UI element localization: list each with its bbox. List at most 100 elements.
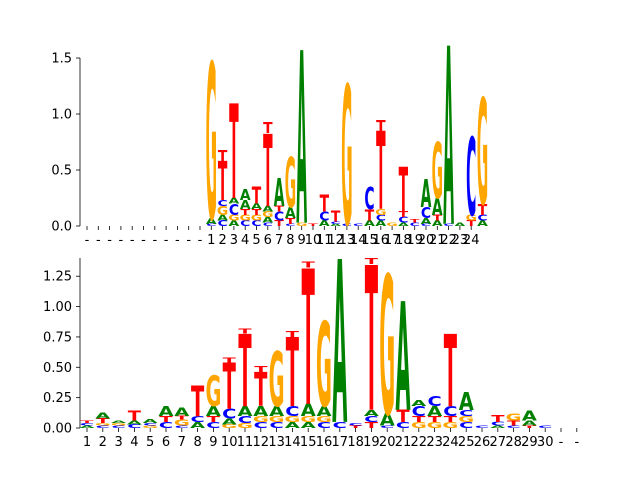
x-tick-label: - [559, 435, 564, 450]
logo-letter-C: C [475, 425, 489, 429]
logo-letter-T: T [128, 409, 142, 424]
x-tick-label: 13 [339, 233, 356, 248]
x-tick-label: 22 [411, 435, 428, 450]
logo-letter-A: A [206, 404, 221, 419]
x-tick-label: 15 [361, 233, 378, 248]
x-tick-label: 5 [252, 233, 260, 248]
logo-letter-G: G [253, 414, 269, 424]
logo-letter-T: T [349, 425, 363, 429]
logo-letter-A: A [127, 420, 142, 426]
x-tick-label: - [574, 435, 579, 450]
x-tick-label: 23 [452, 233, 469, 248]
x-tick-label: 2 [99, 435, 107, 450]
logo-letter-T: T [308, 224, 318, 227]
logo-letter-G: G [411, 420, 427, 430]
logo-letter-G: G [432, 127, 443, 216]
logo-letter-C: C [80, 423, 94, 427]
x-tick-label: 23 [426, 435, 443, 450]
logo-letter-G: G [458, 414, 474, 424]
x-tick-label: 18 [347, 435, 364, 450]
x-tick-label: 9 [209, 435, 217, 450]
logo-letter-G: G [375, 208, 386, 217]
x-tick-label: 4 [241, 233, 249, 248]
logo-letter-A: A [443, 0, 454, 282]
y-tick-label: 0.5 [51, 164, 72, 179]
logo-letter-T: T [218, 147, 228, 165]
x-tick-label: 28 [505, 435, 522, 450]
logo-letter-A: A [477, 219, 488, 228]
x-tick-label: 2 [218, 233, 226, 248]
logo-letter-G: G [95, 423, 111, 427]
x-tick-label: 3 [114, 435, 122, 450]
x-tick-label: 21 [395, 435, 412, 450]
logo-letter-T: T [365, 207, 375, 225]
logo-letter-C: C [333, 420, 347, 430]
logo-letter-G: G [341, 46, 352, 269]
logo-letter-A: A [375, 219, 386, 228]
logo-letter-C: C [353, 224, 363, 227]
logo-letter-G: G [300, 414, 316, 424]
logo-letter-C: C [466, 115, 476, 240]
logo-letter-G: G [217, 205, 228, 219]
logo-letter-A: A [143, 419, 158, 425]
logo-letter-C: C [443, 404, 457, 419]
logo-letter-T: T [238, 315, 251, 430]
logo-letter-T: T [399, 210, 409, 219]
logo-letter-C: C [111, 425, 125, 429]
logo-letter-T: T [491, 413, 505, 425]
logo-letter-A: A [285, 420, 301, 430]
x-tick-label: - [175, 233, 180, 248]
logo-letter-T: T [444, 315, 457, 430]
logo-letter-A: A [158, 404, 173, 419]
logo-letter-C: C [427, 394, 441, 409]
logo-letter-A: A [240, 187, 251, 205]
x-tick-label: - [141, 233, 146, 248]
logo-letter-T: T [376, 110, 385, 235]
x-tick-label: 12 [253, 435, 270, 450]
logo-letter-C: C [477, 214, 487, 223]
logo-letter-G: G [174, 418, 190, 428]
logo-letter-C: C [410, 222, 420, 227]
logo-letter-T: T [444, 414, 458, 424]
logo-letter-G: G [285, 143, 296, 223]
x-tick-label: 1 [207, 233, 215, 248]
logo-letter-G: G [466, 214, 477, 223]
logo-letter-A: A [79, 425, 94, 429]
logo-letter-T: T [396, 407, 410, 426]
logo-letter-T: T [175, 415, 189, 421]
x-tick-label: 7 [275, 233, 283, 248]
logo-letter-T: T [412, 414, 426, 424]
logo-letter-T: T [478, 201, 488, 219]
logo-letter-G: G [427, 420, 443, 430]
logo-letter-C: C [222, 406, 236, 421]
x-tick-label: 7 [178, 435, 186, 450]
logo-letter-G: G [111, 423, 127, 427]
logo-letter-T: T [320, 191, 330, 218]
logo-letter-C: C [459, 408, 473, 418]
logo-letter-G: G [221, 424, 237, 430]
logo-letter-C: C [206, 420, 220, 430]
logo-letter-C: C [421, 205, 431, 223]
logo-letter-A: A [253, 404, 268, 419]
logo-letter-T: T [223, 350, 236, 423]
x-tick-label: 11 [237, 435, 254, 450]
logo-letter-T: T [254, 364, 268, 417]
logo-letter-A: A [411, 398, 427, 408]
logo-letter-A: A [427, 404, 442, 419]
x-tick-label: 9 [298, 233, 306, 248]
logo-letter-C: C [218, 199, 228, 208]
y-tick-label: 1.00 [43, 300, 72, 315]
logo-letter-C: C [421, 224, 431, 227]
logo-letter-C: C [254, 420, 268, 430]
logo-letter-A: A [364, 219, 375, 228]
logo-letter-C: C [143, 423, 157, 427]
logo-letter-G: G [316, 299, 332, 434]
logo-letter-C: C [96, 425, 110, 429]
logo-letter-C: C [206, 224, 216, 227]
logo-letter-A: A [459, 388, 475, 417]
logo-letter-C: C [398, 216, 408, 225]
x-tick-label: - [198, 233, 203, 248]
x-tick-label: 30 [537, 435, 554, 450]
x-tick-label: 18 [395, 233, 412, 248]
logo-letter-T: T [507, 420, 520, 427]
